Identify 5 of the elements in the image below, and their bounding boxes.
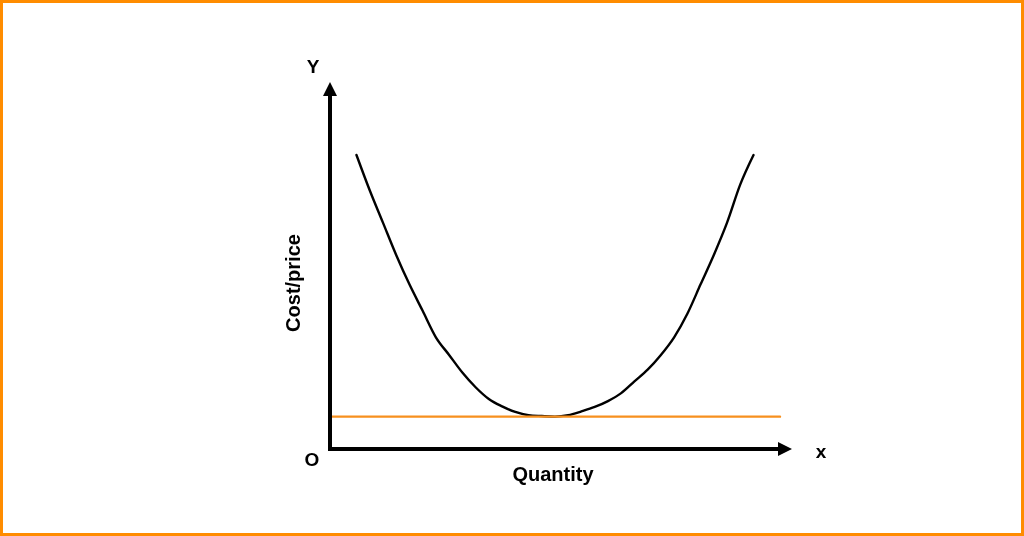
text: Y (306, 55, 320, 77)
y-axis-title: Cost/price (282, 234, 304, 332)
text: x (815, 440, 827, 462)
x-axis-title: Quantity (512, 463, 595, 485)
text: O (304, 448, 320, 470)
